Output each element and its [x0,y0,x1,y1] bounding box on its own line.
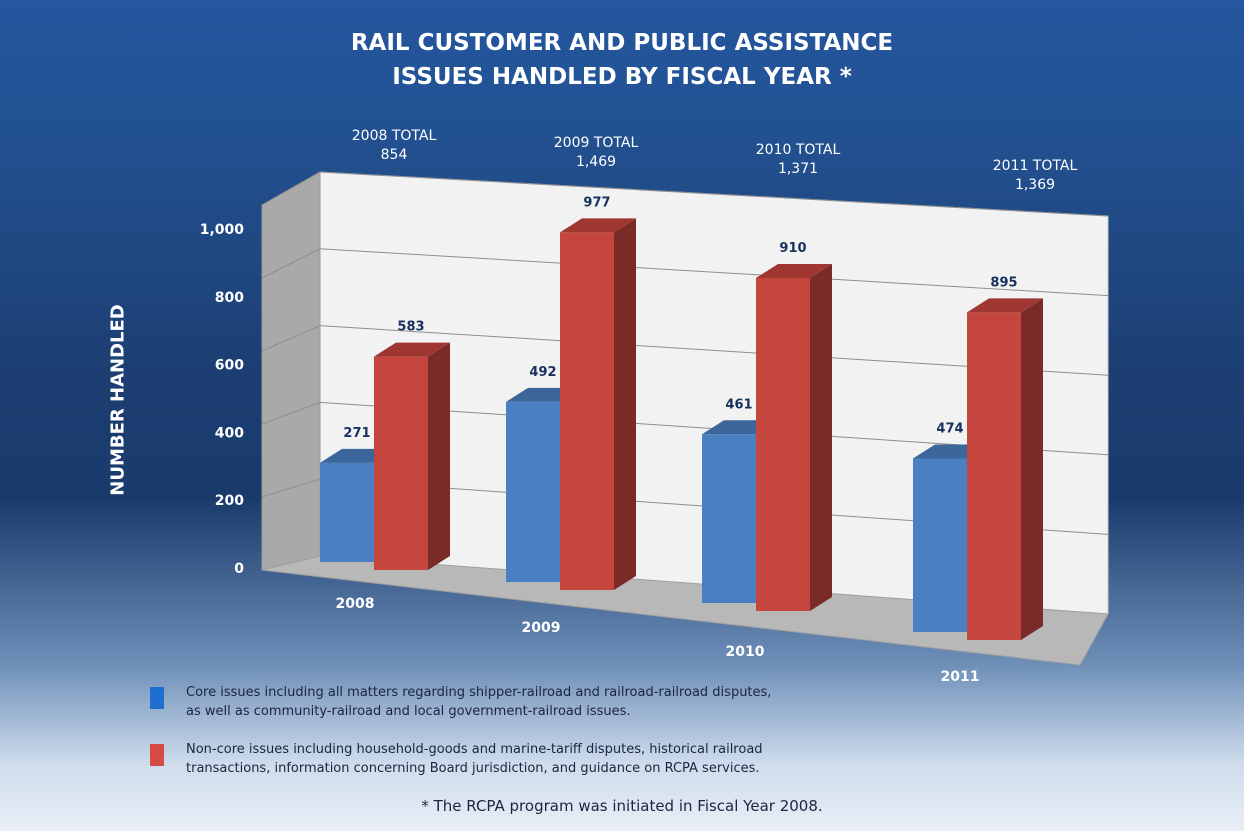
y-tick-label: 1,000 [200,222,245,238]
bar-value-label: 895 [990,275,1017,290]
bar-value-label: 461 [725,397,752,412]
bar-value-label: 977 [583,195,610,210]
legend-swatch-core [150,687,164,709]
bar-value-label: 271 [343,426,370,441]
y-axis-label: NUMBER HANDLED [107,304,129,496]
chart-title-line-1: RAIL CUSTOMER AND PUBLIC ASSISTANCE [350,30,894,56]
gridline-side [261,325,321,352]
bar-side [614,218,636,590]
bar-front [506,401,560,582]
legend-noncore-line-1: Non-core issues including household-good… [186,742,763,757]
legend-core-line-2: as well as community-railroad and local … [186,704,631,719]
total-label: 2009 TOTAL [554,135,639,151]
legend-noncore-line-2: transactions, information concerning Boa… [186,761,760,776]
bar-front [320,462,374,562]
bar-front [702,434,756,603]
x-tick-label: 2010 [726,644,765,660]
total-label: 2008 TOTAL [352,128,437,144]
chart-title-line-2: ISSUES HANDLED BY FISCAL YEAR * [392,64,852,90]
bar-top [560,218,636,233]
legend-text-noncore: Non-core issues including household-good… [186,740,906,778]
total-value: 854 [381,147,408,163]
bar-front [913,458,967,632]
total-value: 1,469 [576,154,616,170]
bar-front [967,312,1021,640]
bar-top [756,263,832,278]
gridline-side [261,478,321,498]
y-tick-label: 600 [215,358,244,374]
total-label: 2011 TOTAL [993,158,1078,174]
total-value: 1,371 [778,161,818,177]
legend-core-line-1: Core issues including all matters regard… [186,685,772,700]
chart-floor [261,555,1109,666]
y-tick-label: 800 [215,290,244,306]
chart-side-wall [261,171,321,571]
bar-value-label: 474 [936,422,963,437]
gridline-side [261,401,321,425]
bar-front [560,232,614,590]
gridline-side [261,171,321,206]
x-tick-label: 2008 [336,596,375,612]
gridline [319,248,1109,297]
total-value: 1,369 [1015,177,1055,193]
footnote: * The RCPA program was initiated in Fisc… [421,797,823,815]
bar-front [374,356,428,570]
legend-swatch-noncore [150,744,164,766]
bar-value-label: 492 [529,365,556,380]
x-tick-label: 2011 [941,669,980,685]
bar-value-label: 910 [779,241,806,256]
gridline [319,171,1109,217]
bar-side [810,263,832,611]
bar-front [756,277,810,611]
y-tick-label: 400 [215,425,244,441]
y-tick-label: 200 [215,493,244,509]
bar-value-label: 583 [397,320,424,335]
bar-top [967,298,1043,313]
bar-side [428,342,450,570]
legend-text-core: Core issues including all matters regard… [186,683,906,721]
bar-top [374,342,450,357]
y-tick-label: 0 [234,561,244,577]
gridline-side [261,248,321,279]
x-tick-label: 2009 [522,620,561,636]
bar-side [1021,298,1043,640]
total-label: 2010 TOTAL [756,142,841,158]
